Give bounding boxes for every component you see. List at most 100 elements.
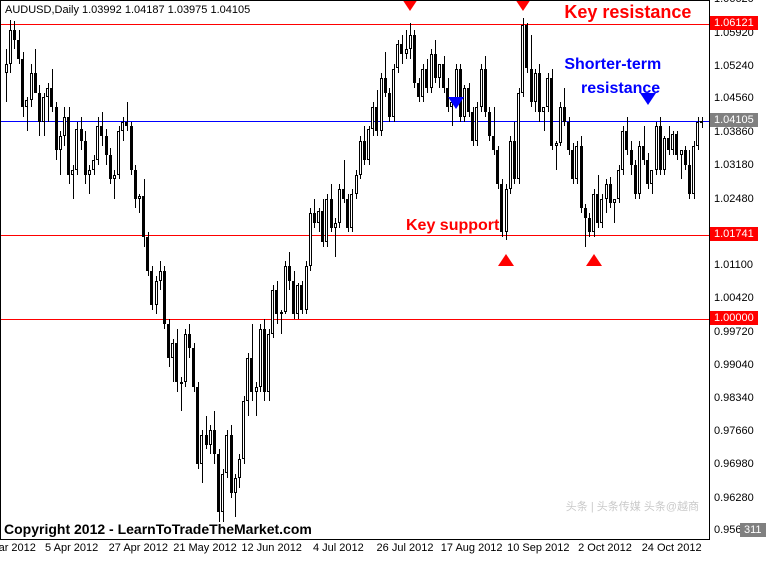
candle-body — [192, 348, 195, 387]
x-tick-label: 26 Jul 2012 — [377, 542, 434, 554]
candle-body — [67, 117, 70, 175]
candle-body — [330, 199, 333, 228]
y-tick-label: 1.03860 — [714, 126, 754, 138]
horizontal-line — [1, 24, 709, 25]
candle-body — [259, 329, 262, 387]
candle-body — [109, 155, 112, 179]
candle-body — [292, 281, 295, 315]
candle-body — [163, 271, 166, 324]
arrow-down-icon — [640, 93, 656, 105]
candle-body — [225, 435, 228, 474]
candle-body — [600, 199, 603, 223]
candle-body — [596, 194, 599, 223]
candle-body — [175, 343, 178, 382]
y-tick-label: 1.03180 — [714, 159, 754, 171]
y-tick-label: 0.96280 — [714, 492, 754, 504]
candle-body — [21, 59, 24, 107]
x-tick-label: 2 Oct 2012 — [578, 542, 632, 554]
candle-body — [675, 134, 678, 156]
candle-wick — [127, 102, 128, 131]
chart-title: AUDUSD,Daily 1.03992 1.04187 1.03975 1.0… — [5, 4, 250, 16]
candle-body — [305, 266, 308, 309]
y-tick-label: 0.97660 — [714, 425, 754, 437]
candle-body — [546, 78, 549, 107]
candle-body — [55, 107, 58, 150]
candle-body — [430, 54, 433, 88]
candle-body — [563, 107, 566, 121]
candle-body — [567, 122, 570, 151]
candle-body — [217, 454, 220, 512]
candle-body — [692, 146, 695, 194]
candle-body — [271, 290, 274, 333]
price-label: 1.01741 — [710, 227, 758, 241]
candle-body — [625, 131, 628, 150]
x-tick-label: 4 Jul 2012 — [313, 542, 364, 554]
candle-body — [125, 122, 128, 127]
candle-body — [130, 126, 133, 169]
candle-body — [442, 64, 445, 88]
candle-body — [409, 35, 412, 49]
candle-body — [200, 435, 203, 464]
candle-body — [505, 189, 508, 232]
arrow-up-icon — [498, 254, 514, 266]
candle-body — [559, 107, 562, 143]
candle-body — [538, 73, 541, 112]
candle-body — [663, 138, 666, 169]
y-tick-label: 0.99040 — [714, 359, 754, 371]
y-axis: 1.066201.059201.052401.045601.038601.031… — [710, 0, 770, 540]
candle-body — [230, 435, 233, 493]
candle-body — [434, 54, 437, 78]
candle-body — [309, 213, 312, 266]
candle-wick — [406, 30, 407, 59]
candle-body — [621, 131, 624, 170]
candle-body — [338, 189, 341, 223]
candle-body — [250, 358, 253, 392]
candle-body — [50, 88, 53, 107]
annotation-text: Key support — [406, 217, 499, 235]
candle-body — [188, 334, 191, 348]
candle-body — [380, 78, 383, 131]
candle-body — [63, 117, 66, 136]
candle-body — [242, 401, 245, 459]
annotation-text: Shorter-term — [564, 56, 661, 74]
candle-body — [105, 136, 108, 155]
candle-body — [342, 189, 345, 199]
candle-wick — [6, 49, 7, 102]
candle-body — [530, 69, 533, 103]
candle-body — [555, 143, 558, 145]
candle-body — [634, 165, 637, 194]
candle-body — [646, 160, 649, 184]
candle-body — [134, 170, 137, 199]
candle-body — [246, 358, 249, 401]
candle-body — [34, 73, 37, 92]
candle-body — [375, 107, 378, 131]
candle-body — [205, 435, 208, 445]
candle-body — [113, 175, 116, 180]
candle-body — [659, 126, 662, 169]
y-tick-label: 1.06620 — [714, 0, 754, 5]
candle-body — [363, 141, 366, 160]
candle-body — [509, 141, 512, 189]
x-tick-label: 14 Mar 2012 — [0, 542, 36, 554]
y-tick-label: 0.99720 — [714, 326, 754, 338]
candle-body — [92, 160, 95, 170]
candle-body — [317, 211, 320, 223]
candle-body — [288, 266, 291, 280]
candle-body — [5, 64, 8, 74]
candle-body — [655, 126, 658, 169]
x-axis: 14 Mar 20125 Apr 201227 Apr 201221 May 2… — [0, 540, 710, 564]
candle-body — [159, 271, 162, 281]
candle-body — [388, 93, 391, 117]
candle-body — [471, 112, 474, 141]
candle-body — [38, 93, 41, 122]
candle-body — [496, 150, 499, 184]
candle-body — [263, 329, 266, 392]
candle-body — [688, 165, 691, 194]
candle-body — [617, 170, 620, 199]
x-tick-label: 10 Sep 2012 — [507, 542, 569, 554]
candle-body — [296, 285, 299, 314]
candle-body — [300, 285, 303, 309]
candle-body — [355, 175, 358, 194]
candle-body — [459, 69, 462, 117]
candle-body — [488, 112, 491, 136]
